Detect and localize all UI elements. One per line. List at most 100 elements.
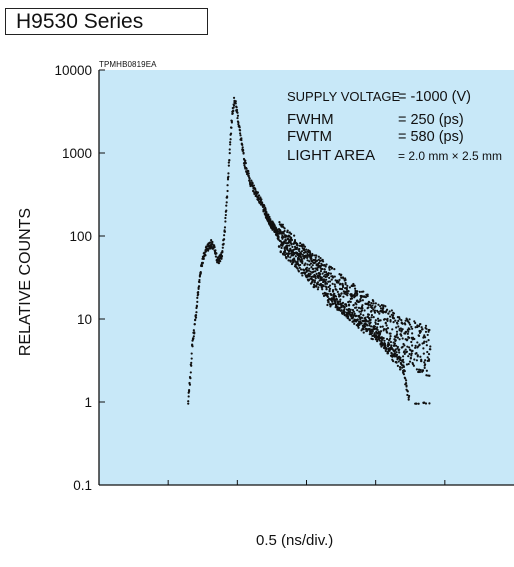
data-point [260,198,263,201]
data-point [315,254,318,257]
x-axis-label: 0.5 (ns/div.) [256,532,334,549]
data-point [379,307,383,310]
data-point [374,322,377,325]
data-point [380,345,383,348]
data-point [318,261,321,264]
data-point [397,360,400,363]
data-point [282,232,285,235]
data-point [226,189,229,193]
data-point [239,129,242,132]
data-point [280,246,283,250]
data-point [360,322,363,325]
data-point [195,311,198,314]
data-point [300,250,304,253]
data-point [405,363,409,366]
data-point [369,325,373,328]
data-point [335,303,338,307]
data-point [356,318,359,321]
data-point [341,312,344,315]
data-point [408,346,411,349]
data-point [314,270,317,273]
data-point [396,336,399,339]
data-point [398,317,401,320]
data-point [398,365,402,369]
data-point [414,344,417,347]
data-point [336,306,339,309]
data-point [234,100,237,103]
data-point [405,330,408,333]
data-point [278,245,281,248]
data-point [370,309,373,313]
data-point [339,294,342,297]
data-point [427,339,430,342]
data-point [318,273,322,276]
data-point [363,309,366,312]
data-point [367,303,370,307]
data-point [423,334,426,337]
data-point [331,289,335,292]
data-point [374,305,377,308]
data-point [386,319,389,323]
data-point [322,292,325,295]
data-point [405,382,408,385]
data-point [283,227,286,230]
data-point [359,318,362,321]
data-point [308,267,311,270]
annotation-value: = 250 (ps) [398,112,464,128]
data-point [204,254,207,257]
data-point [334,295,338,298]
data-point [390,309,393,312]
data-point [402,365,406,368]
data-point [265,211,268,214]
data-point [406,345,409,348]
data-point [225,209,228,212]
data-point [224,216,227,220]
data-point [320,276,323,279]
data-point [426,350,429,354]
data-point [384,349,387,352]
data-point [198,275,201,278]
data-point [312,270,315,273]
data-point [299,256,303,259]
data-point [385,331,389,334]
data-point [230,121,233,124]
data-point [202,257,205,261]
data-point [410,352,413,355]
data-point [303,245,307,248]
data-point [395,344,398,347]
data-point [223,238,226,241]
data-point [337,303,340,306]
data-point [371,330,374,333]
data-point [389,318,392,322]
data-point [362,314,365,317]
annotation-key: FWTM [287,128,332,145]
data-point [210,245,213,248]
data-point [197,291,200,294]
data-point [232,96,236,99]
data-point [333,283,336,286]
data-point [294,255,297,258]
data-point [297,270,300,273]
data-point [408,336,411,339]
data-point [359,313,362,316]
data-point [417,368,421,371]
data-point [228,148,231,151]
data-point [229,141,232,144]
data-point [238,126,241,129]
data-point [324,280,327,284]
figure-code: TPMHB0819EA [99,60,157,69]
data-point [296,260,299,263]
data-point [341,288,344,291]
data-point [407,355,410,358]
data-point [224,220,227,223]
data-point [325,271,328,274]
data-point [403,352,406,356]
data-point [370,314,374,317]
data-point [359,307,362,310]
data-point [301,262,304,265]
data-point [235,108,239,112]
data-point [388,339,391,342]
data-point [190,352,193,355]
data-point [399,356,402,359]
data-point [358,290,361,293]
